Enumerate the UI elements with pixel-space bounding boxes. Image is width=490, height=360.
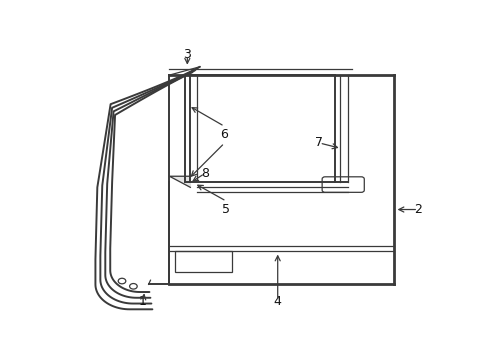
Text: 1: 1 (139, 295, 147, 308)
Polygon shape (170, 176, 190, 187)
Text: 4: 4 (274, 295, 282, 308)
Text: 2: 2 (414, 203, 422, 216)
Text: 8: 8 (201, 167, 209, 180)
Bar (175, 251, 232, 272)
Text: 3: 3 (183, 48, 191, 61)
Text: 5: 5 (222, 203, 230, 216)
Text: 6: 6 (220, 128, 228, 141)
Text: 7: 7 (316, 136, 323, 149)
